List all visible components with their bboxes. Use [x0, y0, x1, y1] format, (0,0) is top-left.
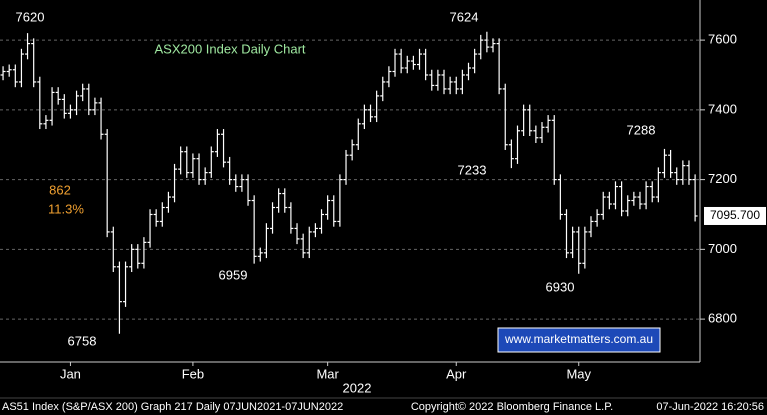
- chart-title: ASX200 Index Daily Chart: [154, 41, 305, 56]
- annotation: 6959: [219, 267, 248, 282]
- x-axis-label: 2022: [343, 380, 372, 395]
- y-tick-label: 7200: [708, 171, 737, 186]
- annotation: 862: [49, 182, 71, 197]
- watermark-box: [497, 327, 661, 353]
- footer-center: Copyright© 2022 Bloomberg Finance L.P.: [411, 401, 613, 413]
- footer-right: 07-Jun-2022 16:20:56: [656, 401, 764, 413]
- annotation: 7288: [627, 122, 656, 137]
- x-tick-label: Jan: [60, 366, 81, 381]
- annotation: 7620: [16, 9, 45, 24]
- y-tick-label: 6800: [708, 311, 737, 326]
- y-tick-label: 7000: [708, 241, 737, 256]
- watermark: www.marketmatters.com.au: [504, 332, 653, 346]
- x-tick-label: Mar: [316, 366, 339, 381]
- annotation: 6758: [68, 333, 97, 348]
- annotation: 7233: [458, 162, 487, 177]
- annotation: 6930: [546, 279, 575, 294]
- footer-left: AS51 Index (S&P/ASX 200) Graph 217 Daily…: [2, 401, 343, 413]
- last-price-label: 7095.700: [710, 208, 760, 222]
- last-price-box: [704, 206, 766, 225]
- annotation: 7624: [450, 9, 479, 24]
- y-tick-label: 7600: [708, 32, 737, 47]
- x-tick-label: Feb: [182, 366, 204, 381]
- annotation: 11.3%: [48, 201, 84, 216]
- x-tick-label: May: [566, 366, 591, 381]
- y-tick-label: 7400: [708, 101, 737, 116]
- x-tick-label: Apr: [446, 366, 467, 381]
